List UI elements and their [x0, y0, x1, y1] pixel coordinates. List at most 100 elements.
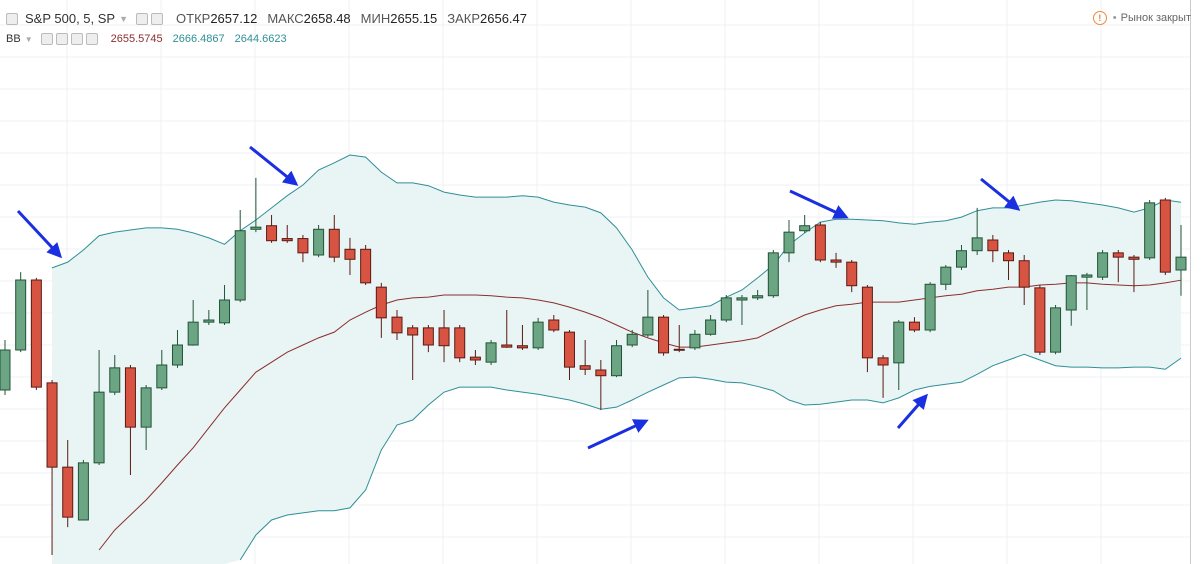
candle-body — [955, 250, 967, 268]
dropdown[interactable]: ▼ — [119, 13, 129, 24]
candle-body — [407, 327, 419, 336]
candle-body — [814, 224, 826, 261]
candles — [0, 177, 1187, 555]
symbol-header: S&P 500, 5, SP ▼ ОТКР 2657.12 МАКС 2658.48… — [6, 11, 527, 26]
field-label: МАКС — [267, 11, 304, 26]
basis-value: 2655.5745 — [110, 33, 163, 45]
status-text: Рынок закрыт — [1120, 12, 1191, 24]
field-value: 2655.15 — [390, 11, 438, 26]
candle-body — [1050, 307, 1062, 353]
candle-body — [579, 365, 591, 370]
candle-body — [830, 259, 842, 263]
candle-body — [548, 319, 560, 331]
hide-icon[interactable] — [151, 12, 164, 25]
candle-body — [924, 283, 936, 331]
field-value: 2657.12 — [210, 11, 258, 26]
candle-body — [109, 367, 121, 393]
candle-body — [1034, 287, 1046, 353]
candle-body — [124, 367, 136, 428]
field-value: 2658.48 — [303, 11, 351, 26]
candle-body — [626, 333, 638, 346]
arrow — [587, 419, 649, 450]
price-axis-area — [1191, 0, 1203, 564]
add-icon[interactable] — [70, 33, 83, 45]
candle-body — [281, 238, 293, 242]
candle-body — [532, 321, 544, 349]
candle-body — [611, 345, 623, 377]
candle-body — [360, 248, 372, 284]
band-line — [239, 353, 1182, 561]
candle-body — [234, 230, 246, 301]
dropdown[interactable]: ▼ — [24, 34, 33, 44]
candle-body — [752, 295, 764, 299]
candle-body — [971, 237, 983, 252]
candle-body — [485, 342, 497, 363]
symbol[interactable]: S&P 500, 5, SP — [25, 11, 116, 26]
candle-body — [422, 327, 434, 346]
candle-body — [140, 387, 152, 428]
arrow — [16, 209, 63, 259]
candle-body — [391, 316, 403, 334]
candle-body — [46, 382, 58, 468]
candle-body — [516, 345, 528, 349]
candle-body — [689, 333, 701, 349]
status-dot: • — [1112, 12, 1117, 24]
candle-body — [0, 349, 11, 391]
candle-body — [156, 364, 168, 389]
candle-body — [736, 297, 748, 301]
candle-body — [1128, 256, 1140, 260]
candle-body — [15, 279, 27, 351]
indicator-name[interactable]: BB — [6, 33, 21, 45]
candle-body — [93, 391, 105, 464]
settings-icon[interactable] — [55, 33, 68, 45]
field-label: ОТКР — [176, 11, 211, 26]
candle-body — [1175, 256, 1187, 271]
candle-body — [893, 321, 905, 364]
candle-body — [219, 299, 231, 324]
candle-body — [313, 228, 325, 256]
candle-body — [297, 238, 309, 254]
candle-body — [799, 225, 811, 232]
candle-body — [1018, 260, 1030, 288]
candle-body — [595, 369, 607, 377]
candle-body — [861, 286, 873, 359]
candle-body — [266, 225, 278, 242]
candle-body — [203, 319, 215, 323]
arrow — [980, 177, 1021, 211]
candle-body — [328, 228, 340, 258]
candle-body — [987, 239, 999, 252]
candle-body — [375, 286, 387, 319]
indicator-legend: BB ▼ 2655.5745 2666.4867 2644.6623 — [6, 33, 287, 45]
candle-body — [1065, 275, 1077, 311]
candle-body — [501, 344, 513, 348]
candle-body — [1144, 202, 1156, 259]
candle-body — [658, 316, 670, 354]
candle-body — [438, 327, 450, 347]
upper-value: 2666.4867 — [172, 33, 225, 45]
hide-icon[interactable] — [40, 33, 53, 45]
candle-body — [908, 321, 920, 331]
remove-icon[interactable] — [85, 33, 98, 45]
candle-body — [77, 462, 89, 521]
lower-value: 2644.6623 — [234, 33, 287, 45]
settings-icon[interactable] — [136, 12, 149, 25]
annotation-arrows — [16, 145, 1021, 450]
candle-body — [454, 327, 466, 359]
arrow — [249, 145, 299, 186]
candle-body — [1097, 252, 1109, 278]
collapse-icon[interactable] — [6, 12, 18, 25]
arrow — [896, 393, 928, 429]
candle-body — [940, 266, 952, 285]
candle-body — [30, 279, 42, 388]
candle-body — [846, 261, 858, 287]
candle-body — [642, 316, 654, 336]
field-value: 2656.47 — [480, 11, 527, 26]
candle-body — [344, 248, 356, 260]
market-status: ! • Рынок закрыт — [1092, 11, 1191, 25]
warning-icon[interactable]: ! — [1092, 11, 1107, 25]
field-label: ЗАКР — [447, 11, 480, 26]
candle-body — [171, 344, 183, 366]
candle-body — [1159, 199, 1171, 273]
